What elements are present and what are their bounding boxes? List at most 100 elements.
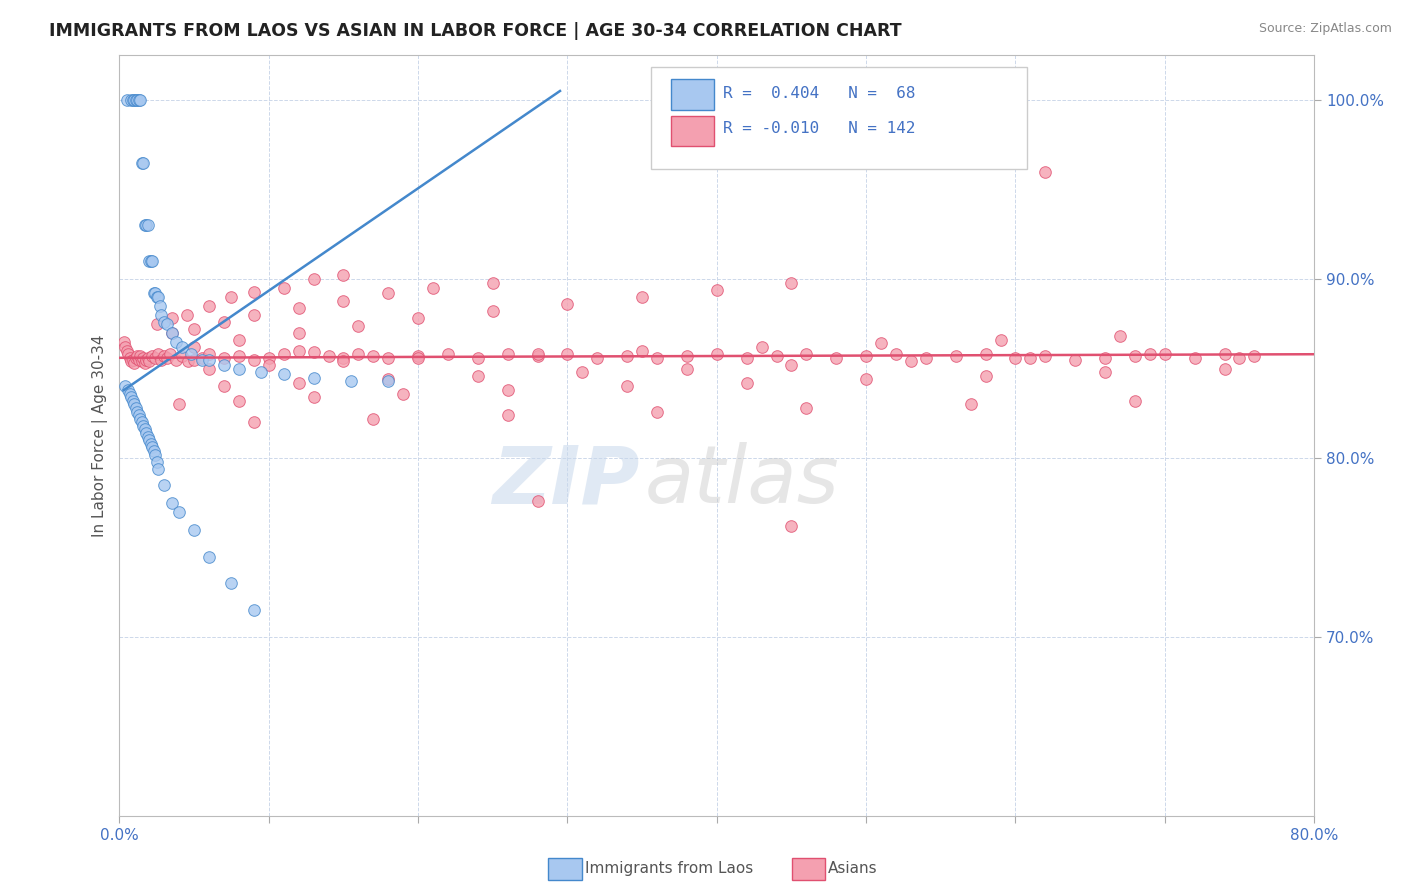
Point [945, 349, 967, 363]
Text: R = -0.010   N = 142: R = -0.010 N = 142 [723, 121, 915, 136]
Point [676, 361, 699, 376]
Point [135, 425, 157, 440]
Point [243, 603, 266, 617]
Point [496, 408, 519, 422]
Point [1184, 351, 1206, 365]
Point [377, 286, 399, 301]
Point [526, 347, 548, 361]
Point [1004, 351, 1026, 365]
Point [153, 478, 176, 492]
Point [143, 448, 166, 462]
Point [128, 408, 150, 422]
Point [167, 397, 190, 411]
Point [124, 93, 146, 107]
Point [616, 349, 638, 363]
Point [287, 326, 309, 340]
Text: Immigrants from Laos: Immigrants from Laos [585, 862, 754, 876]
Point [172, 340, 194, 354]
Point [526, 494, 548, 508]
Point [127, 404, 149, 418]
Point [645, 351, 668, 365]
Point [128, 93, 150, 107]
Point [153, 349, 176, 363]
Point [122, 93, 145, 107]
Point [149, 299, 172, 313]
Point [150, 308, 173, 322]
Point [273, 281, 295, 295]
Y-axis label: In Labor Force | Age 30-34: In Labor Force | Age 30-34 [93, 334, 108, 537]
Point [363, 349, 385, 363]
Text: ZIP: ZIP [492, 442, 640, 520]
Point [796, 347, 818, 361]
Point [302, 272, 325, 286]
Point [180, 347, 202, 361]
Point [287, 376, 309, 390]
Point [250, 365, 273, 379]
Point [125, 93, 148, 107]
Point [631, 290, 654, 304]
Point [114, 379, 136, 393]
Point [481, 304, 503, 318]
Point [332, 293, 354, 308]
Point [586, 351, 609, 365]
Point [392, 386, 415, 401]
Point [183, 340, 205, 354]
FancyBboxPatch shape [672, 79, 714, 110]
Point [990, 333, 1012, 347]
Point [141, 441, 163, 455]
Point [959, 397, 981, 411]
Text: Source: ZipAtlas.com: Source: ZipAtlas.com [1258, 22, 1392, 36]
Point [243, 285, 266, 299]
Point [855, 349, 877, 363]
Point [406, 311, 429, 326]
Point [243, 308, 266, 322]
Point [198, 352, 221, 367]
Point [117, 383, 139, 397]
Point [129, 411, 152, 425]
Point [496, 383, 519, 397]
Point [177, 354, 200, 368]
Point [135, 219, 157, 233]
Point [332, 354, 354, 368]
Text: R =  0.404   N =  68: R = 0.404 N = 68 [723, 86, 915, 101]
Point [190, 351, 212, 365]
Point [557, 347, 579, 361]
Point [870, 336, 893, 351]
Point [676, 349, 699, 363]
Point [1213, 361, 1236, 376]
Point [115, 343, 138, 358]
Point [146, 455, 169, 469]
Point [142, 286, 165, 301]
Point [780, 358, 803, 372]
Point [616, 379, 638, 393]
Point [156, 351, 179, 365]
Point [122, 393, 145, 408]
Point [467, 351, 489, 365]
Point [127, 349, 149, 363]
Point [302, 345, 325, 359]
Point [139, 437, 162, 451]
Point [796, 401, 818, 415]
Point [273, 367, 295, 381]
Point [347, 318, 370, 333]
Point [481, 276, 503, 290]
Point [287, 301, 309, 315]
Point [900, 354, 922, 368]
Point [198, 299, 221, 313]
Point [125, 351, 148, 365]
Point [228, 349, 250, 363]
Point [1019, 351, 1042, 365]
Point [134, 219, 156, 233]
Point [141, 254, 163, 268]
Point [136, 429, 159, 443]
Point [127, 93, 149, 107]
Point [557, 297, 579, 311]
Point [118, 351, 141, 365]
Point [118, 386, 141, 401]
Point [1123, 349, 1146, 363]
Point [212, 351, 235, 365]
Point [124, 397, 146, 411]
Point [138, 254, 160, 268]
Point [131, 155, 153, 169]
Point [825, 351, 848, 365]
